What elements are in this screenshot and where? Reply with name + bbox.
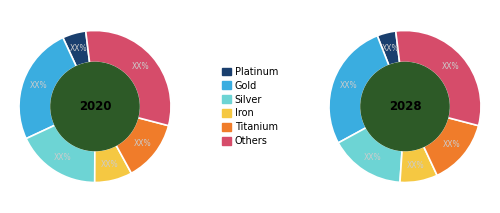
Text: XX%: XX%	[340, 81, 357, 91]
Text: XX%: XX%	[101, 160, 118, 169]
Circle shape	[361, 62, 449, 151]
Text: XX%: XX%	[364, 153, 382, 162]
Wedge shape	[329, 36, 389, 143]
Legend: Platinum, Gold, Silver, Iron, Titanium, Others: Platinum, Gold, Silver, Iron, Titanium, …	[220, 65, 280, 148]
Text: XX%: XX%	[442, 62, 459, 71]
Text: 2028: 2028	[388, 100, 422, 113]
Text: XX%: XX%	[132, 62, 149, 71]
Text: XX%: XX%	[407, 161, 425, 170]
Text: XX%: XX%	[134, 139, 151, 148]
Wedge shape	[378, 31, 400, 65]
Wedge shape	[94, 145, 132, 183]
Wedge shape	[63, 31, 90, 66]
Wedge shape	[396, 30, 481, 126]
Wedge shape	[424, 118, 478, 175]
Wedge shape	[26, 125, 95, 183]
Wedge shape	[338, 128, 402, 182]
Text: XX%: XX%	[70, 44, 87, 53]
Text: XX%: XX%	[382, 44, 399, 53]
Wedge shape	[116, 118, 168, 173]
Circle shape	[51, 62, 139, 151]
Wedge shape	[86, 30, 171, 126]
Text: XX%: XX%	[442, 140, 460, 150]
Wedge shape	[400, 147, 437, 183]
Text: XX%: XX%	[30, 81, 48, 91]
Wedge shape	[19, 38, 76, 139]
Text: 2020: 2020	[79, 100, 111, 113]
Text: XX%: XX%	[54, 153, 72, 162]
